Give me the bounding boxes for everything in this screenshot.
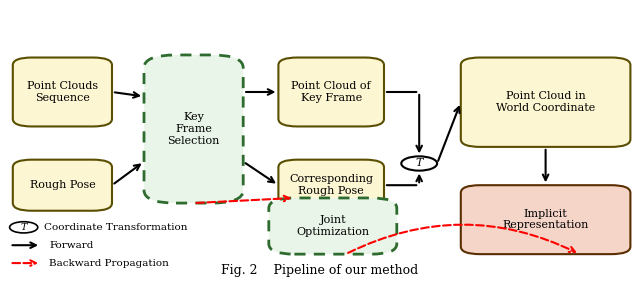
FancyBboxPatch shape <box>278 57 384 126</box>
FancyBboxPatch shape <box>13 57 112 126</box>
Text: Point Cloud in
World Coordinate: Point Cloud in World Coordinate <box>496 92 595 113</box>
Text: Point Cloud of
Key Frame: Point Cloud of Key Frame <box>291 81 371 103</box>
FancyBboxPatch shape <box>269 198 397 254</box>
Text: Joint
Optimization: Joint Optimization <box>296 215 369 237</box>
Text: Key
Frame
Selection: Key Frame Selection <box>168 112 220 146</box>
FancyBboxPatch shape <box>13 160 112 211</box>
Text: Point Clouds
Sequence: Point Clouds Sequence <box>27 81 98 103</box>
Text: Fig. 2    Pipeline of our method: Fig. 2 Pipeline of our method <box>221 264 419 277</box>
Circle shape <box>401 156 437 171</box>
FancyArrowPatch shape <box>348 225 575 253</box>
FancyBboxPatch shape <box>461 57 630 147</box>
Circle shape <box>10 222 38 233</box>
Text: Coordinate Transformation: Coordinate Transformation <box>44 223 188 232</box>
FancyArrowPatch shape <box>12 260 36 266</box>
FancyBboxPatch shape <box>461 185 630 254</box>
Text: T: T <box>20 223 27 232</box>
Text: Backward Propagation: Backward Propagation <box>49 259 169 268</box>
FancyBboxPatch shape <box>278 160 384 211</box>
Text: Corresponding
Rough Pose: Corresponding Rough Pose <box>289 174 373 196</box>
Text: Forward: Forward <box>49 241 93 250</box>
Text: T: T <box>415 158 423 168</box>
FancyBboxPatch shape <box>144 55 243 203</box>
Text: Implicit
Representation: Implicit Representation <box>502 209 589 230</box>
Text: Rough Pose: Rough Pose <box>29 180 95 190</box>
